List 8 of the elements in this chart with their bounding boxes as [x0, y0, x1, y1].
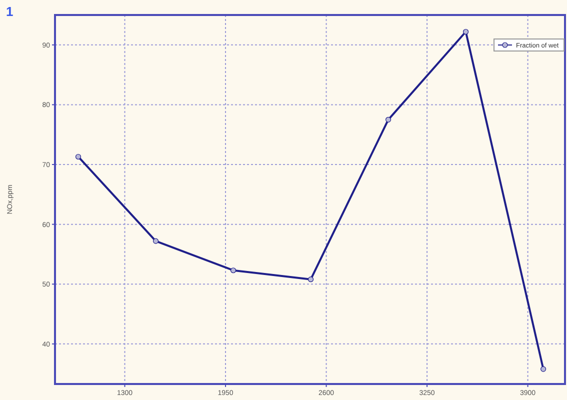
- point: [540, 366, 546, 372]
- point: [75, 154, 82, 160]
- text: 1: [6, 4, 14, 19]
- point: [385, 116, 392, 122]
- point: [308, 276, 314, 282]
- point: [462, 28, 469, 35]
- point: [230, 268, 236, 274]
- point: [152, 238, 159, 244]
